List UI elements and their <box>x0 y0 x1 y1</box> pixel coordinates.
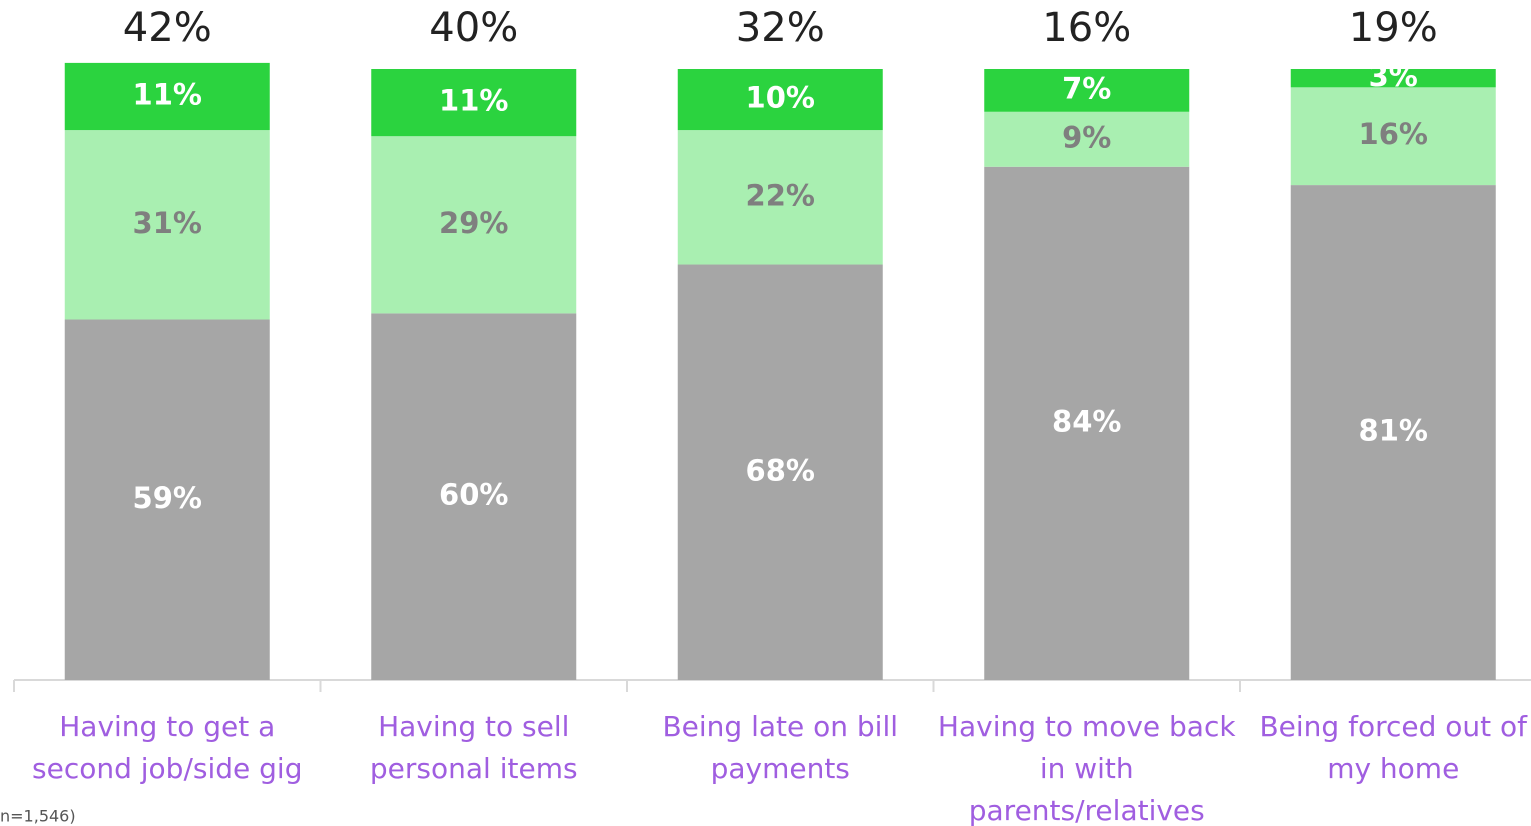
bar-segment <box>371 69 577 137</box>
data-label: 3% <box>1369 59 1418 93</box>
bar-segment <box>677 130 883 265</box>
data-label: 11% <box>439 84 508 118</box>
note: n=1,546) <box>0 807 76 826</box>
data-label: 22% <box>746 178 815 212</box>
data-label: 16% <box>1359 117 1428 151</box>
bar-segment <box>371 313 577 680</box>
data-label: 81% <box>1359 414 1428 448</box>
data-label: 31% <box>133 206 202 240</box>
bar-segment <box>1290 87 1496 186</box>
bar-segment <box>984 166 1190 680</box>
data-label: 10% <box>746 81 815 115</box>
x-tick-label: Being late on bill payments <box>662 710 899 785</box>
bar-segment <box>984 111 1190 167</box>
data-label: 7% <box>1062 71 1111 105</box>
total-label: 32% <box>736 5 825 51</box>
bar-segment <box>371 136 577 314</box>
bar-segment <box>677 69 883 131</box>
data-label: 84% <box>1052 404 1121 438</box>
bar-segment <box>1290 69 1496 88</box>
bar-segment <box>64 319 270 680</box>
data-label: 11% <box>133 77 202 111</box>
bar-segment <box>1290 185 1496 680</box>
data-label: 60% <box>439 478 508 512</box>
data-label: 9% <box>1062 120 1111 154</box>
bar-segment <box>984 69 1190 112</box>
x-tick-label: Being forced out of my home <box>1259 710 1528 785</box>
data-label: 68% <box>746 453 815 487</box>
x-tick-label: Having to move back in with parents/rela… <box>937 710 1236 826</box>
total-label: 19% <box>1349 5 1438 51</box>
data-label: 29% <box>439 206 508 240</box>
bar-segment <box>677 264 883 680</box>
total-label: 16% <box>1042 5 1131 51</box>
total-label: 42% <box>123 5 212 51</box>
bar-segment <box>64 62 270 131</box>
data-label: 59% <box>133 481 202 515</box>
x-tick-label: Having to sell personal items <box>369 710 578 785</box>
bar-segment <box>64 130 270 320</box>
x-tick-label: Having to get a second job/side gig <box>32 710 303 785</box>
total-label: 40% <box>429 5 518 51</box>
